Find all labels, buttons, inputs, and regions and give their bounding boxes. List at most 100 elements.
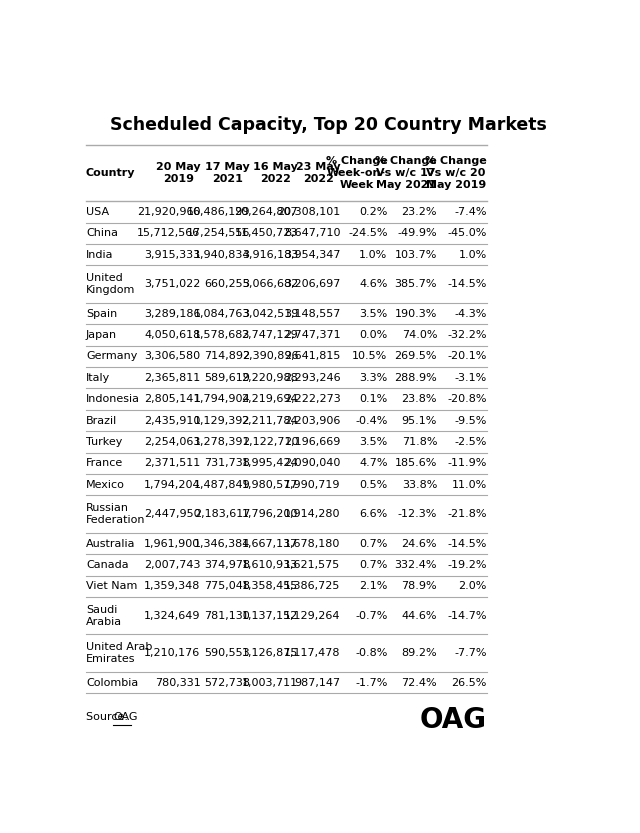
Text: -11.9%: -11.9% bbox=[447, 458, 486, 468]
Text: 2,371,511: 2,371,511 bbox=[144, 458, 200, 468]
Text: 1.0%: 1.0% bbox=[458, 250, 486, 260]
Text: 10.5%: 10.5% bbox=[352, 352, 388, 362]
Text: -45.0%: -45.0% bbox=[447, 228, 486, 238]
Text: 1,980,577: 1,980,577 bbox=[242, 480, 298, 490]
Text: -32.2%: -32.2% bbox=[447, 330, 486, 340]
Text: 2,747,129: 2,747,129 bbox=[241, 330, 298, 340]
Text: 2.0%: 2.0% bbox=[458, 581, 486, 591]
Text: -14.5%: -14.5% bbox=[447, 279, 486, 289]
Text: 1,359,348: 1,359,348 bbox=[144, 581, 200, 591]
Text: Saudi
Arabia: Saudi Arabia bbox=[86, 605, 122, 626]
Text: Source:: Source: bbox=[86, 712, 131, 722]
Text: -3.1%: -3.1% bbox=[454, 372, 486, 383]
Text: -7.7%: -7.7% bbox=[454, 648, 486, 658]
Text: United
Kingdom: United Kingdom bbox=[86, 273, 135, 295]
Text: 1,358,455: 1,358,455 bbox=[242, 581, 298, 591]
Text: 3,915,333: 3,915,333 bbox=[145, 250, 200, 260]
Text: 3,066,682: 3,066,682 bbox=[242, 279, 298, 289]
Text: -49.9%: -49.9% bbox=[397, 228, 437, 238]
Text: 2,293,246: 2,293,246 bbox=[284, 372, 340, 383]
Text: 0.2%: 0.2% bbox=[359, 207, 388, 217]
Text: 3.5%: 3.5% bbox=[359, 308, 388, 318]
Text: Italy: Italy bbox=[86, 372, 110, 383]
Text: Country: Country bbox=[86, 168, 136, 178]
Text: 2.1%: 2.1% bbox=[359, 581, 388, 591]
Text: 20,264,807: 20,264,807 bbox=[235, 207, 298, 217]
Text: 2,211,784: 2,211,784 bbox=[242, 416, 298, 426]
Text: Russian
Federation: Russian Federation bbox=[86, 503, 145, 525]
Text: 714,892: 714,892 bbox=[204, 352, 250, 362]
Text: 0.7%: 0.7% bbox=[359, 539, 388, 549]
Text: 589,619: 589,619 bbox=[204, 372, 250, 383]
Text: 17 May
2021: 17 May 2021 bbox=[205, 162, 250, 184]
Text: Scheduled Capacity, Top 20 Country Markets: Scheduled Capacity, Top 20 Country Marke… bbox=[109, 116, 547, 134]
Text: 1,129,264: 1,129,264 bbox=[284, 611, 340, 621]
Text: Turkey: Turkey bbox=[86, 437, 122, 447]
Text: 3,148,557: 3,148,557 bbox=[284, 308, 340, 318]
Text: 2,007,743: 2,007,743 bbox=[144, 560, 200, 570]
Text: 20 May
2019: 20 May 2019 bbox=[156, 162, 200, 184]
Text: 2,254,063: 2,254,063 bbox=[144, 437, 200, 447]
Text: 2,390,896: 2,390,896 bbox=[242, 352, 298, 362]
Text: 2,183,617: 2,183,617 bbox=[194, 509, 250, 519]
Text: -0.8%: -0.8% bbox=[355, 648, 388, 658]
Text: 3,206,697: 3,206,697 bbox=[284, 279, 340, 289]
Text: Viet Nam: Viet Nam bbox=[86, 581, 138, 591]
Text: 780,331: 780,331 bbox=[155, 677, 200, 687]
Text: 8,647,710: 8,647,710 bbox=[284, 228, 340, 238]
Text: -0.4%: -0.4% bbox=[355, 416, 388, 426]
Text: 26.5%: 26.5% bbox=[451, 677, 486, 687]
Text: -12.3%: -12.3% bbox=[397, 509, 437, 519]
Text: USA: USA bbox=[86, 207, 109, 217]
Text: 2,435,910: 2,435,910 bbox=[144, 416, 200, 426]
Text: 0.1%: 0.1% bbox=[359, 394, 388, 404]
Text: 3,916,183: 3,916,183 bbox=[242, 250, 298, 260]
Text: 1,794,204: 1,794,204 bbox=[144, 480, 200, 490]
Text: 190.3%: 190.3% bbox=[395, 308, 437, 318]
Text: -4.3%: -4.3% bbox=[454, 308, 486, 318]
Text: -14.5%: -14.5% bbox=[447, 539, 486, 549]
Text: 1,084,763: 1,084,763 bbox=[194, 308, 250, 318]
Text: 11,450,723: 11,450,723 bbox=[235, 228, 298, 238]
Text: -24.5%: -24.5% bbox=[348, 228, 388, 238]
Text: Indonesia: Indonesia bbox=[86, 394, 140, 404]
Text: 288.9%: 288.9% bbox=[394, 372, 437, 383]
Text: 269.5%: 269.5% bbox=[395, 352, 437, 362]
Text: China: China bbox=[86, 228, 118, 238]
Text: 1,940,834: 1,940,834 bbox=[194, 250, 250, 260]
Text: OAG: OAG bbox=[420, 706, 486, 734]
Text: 1,610,933: 1,610,933 bbox=[242, 560, 298, 570]
Text: 987,147: 987,147 bbox=[294, 677, 340, 687]
Text: 2,222,273: 2,222,273 bbox=[284, 394, 340, 404]
Text: 332.4%: 332.4% bbox=[395, 560, 437, 570]
Text: 2,196,669: 2,196,669 bbox=[284, 437, 340, 447]
Text: 16,486,199: 16,486,199 bbox=[187, 207, 250, 217]
Text: 2,447,950: 2,447,950 bbox=[144, 509, 200, 519]
Text: -1.7%: -1.7% bbox=[355, 677, 388, 687]
Text: 185.6%: 185.6% bbox=[395, 458, 437, 468]
Text: 2,090,040: 2,090,040 bbox=[284, 458, 340, 468]
Text: 4.7%: 4.7% bbox=[359, 458, 388, 468]
Text: India: India bbox=[86, 250, 113, 260]
Text: 1,487,849: 1,487,849 bbox=[193, 480, 250, 490]
Text: OAG: OAG bbox=[113, 712, 138, 722]
Text: 0.5%: 0.5% bbox=[359, 480, 388, 490]
Text: Brazil: Brazil bbox=[86, 416, 117, 426]
Text: 20,308,101: 20,308,101 bbox=[277, 207, 340, 217]
Text: 660,255: 660,255 bbox=[205, 279, 250, 289]
Text: 6.6%: 6.6% bbox=[359, 509, 388, 519]
Text: 2,747,371: 2,747,371 bbox=[284, 330, 340, 340]
Text: 2,805,141: 2,805,141 bbox=[144, 394, 200, 404]
Text: -7.4%: -7.4% bbox=[454, 207, 486, 217]
Text: % Change
Week-on-
Week: % Change Week-on- Week bbox=[326, 156, 388, 190]
Text: 2,219,694: 2,219,694 bbox=[242, 394, 298, 404]
Text: 1,129,392: 1,129,392 bbox=[194, 416, 250, 426]
Text: 3.5%: 3.5% bbox=[359, 437, 388, 447]
Text: 572,738: 572,738 bbox=[204, 677, 250, 687]
Text: Germany: Germany bbox=[86, 352, 138, 362]
Text: 95.1%: 95.1% bbox=[402, 416, 437, 426]
Text: 24.6%: 24.6% bbox=[402, 539, 437, 549]
Text: -9.5%: -9.5% bbox=[454, 416, 486, 426]
Text: 4.6%: 4.6% bbox=[359, 279, 388, 289]
Text: -20.1%: -20.1% bbox=[447, 352, 486, 362]
